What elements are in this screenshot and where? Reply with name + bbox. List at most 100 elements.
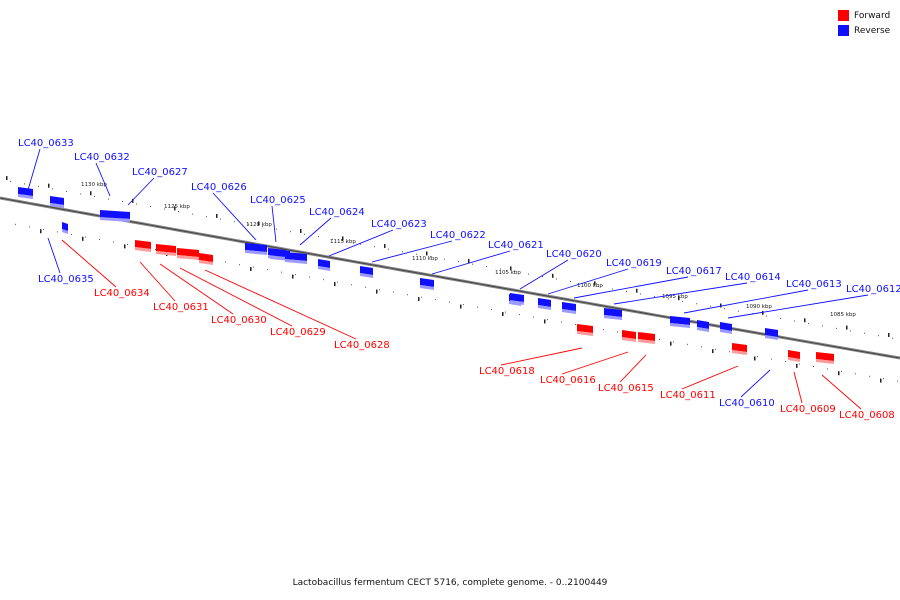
gene-block-lc40_0621-shade bbox=[420, 285, 434, 290]
gene-leader-line bbox=[740, 369, 771, 398]
gene-leader-line bbox=[127, 177, 155, 206]
gene-block-lc40_0634 bbox=[135, 240, 151, 252]
gene-block-lc40_0633-shade bbox=[18, 194, 33, 199]
gene-block-lc40_0609-face bbox=[788, 350, 800, 359]
minor-tick bbox=[528, 273, 529, 275]
minor-tick bbox=[136, 203, 137, 205]
minor-tick bbox=[827, 368, 828, 370]
gene-block-lc40_0611-face bbox=[732, 343, 747, 352]
minor-tick bbox=[486, 266, 487, 268]
minor-tick bbox=[346, 241, 347, 243]
gene-block-lc40_0625-shade bbox=[268, 255, 286, 260]
gene-leader-line bbox=[204, 269, 357, 340]
gene-block-lc40_0633-face bbox=[18, 187, 33, 196]
scale-label: 1095 kbp bbox=[662, 294, 688, 300]
gene-label: LC40_0633 bbox=[18, 138, 74, 149]
gene-block-lc40_0618 bbox=[577, 324, 593, 336]
scale-label: 1130 kbp bbox=[81, 182, 107, 188]
major-tick bbox=[40, 229, 42, 234]
major-tick bbox=[754, 356, 756, 361]
gene-leader-line bbox=[61, 239, 117, 288]
major-tick bbox=[796, 363, 798, 368]
major-tick bbox=[258, 221, 260, 226]
minor-tick bbox=[463, 304, 464, 306]
major-tick bbox=[712, 349, 714, 354]
gene-label: LC40_0611 bbox=[660, 390, 716, 401]
minor-tick bbox=[654, 295, 655, 297]
gene-block-lc40_0624-shade bbox=[285, 259, 307, 264]
scale-label: 1100 kbp bbox=[577, 283, 603, 289]
minor-tick bbox=[66, 190, 67, 192]
minor-tick bbox=[897, 380, 898, 382]
gene-leader-line bbox=[431, 250, 511, 275]
minor-tick bbox=[122, 201, 123, 203]
minor-tick bbox=[724, 308, 725, 310]
gene-leader-line bbox=[27, 148, 41, 191]
major-tick bbox=[426, 251, 428, 256]
major-tick bbox=[216, 213, 218, 218]
minor-tick bbox=[94, 195, 95, 197]
minor-tick bbox=[444, 258, 445, 260]
gene-block-lc40_0627-shade bbox=[100, 217, 130, 222]
gene-block-lc40_0610-face bbox=[765, 328, 778, 337]
gene-block-lc40_0620 bbox=[510, 293, 524, 305]
minor-tick bbox=[379, 289, 380, 291]
scale-label: 1125 kbp bbox=[164, 204, 190, 210]
gene-block-lc40_0613-face bbox=[670, 316, 690, 325]
gene-block-shade bbox=[697, 327, 709, 332]
gene-label: LC40_0635 bbox=[38, 274, 94, 285]
gene-block-lc40_0623-shade bbox=[318, 266, 330, 271]
gene-block-lc40_0627 bbox=[100, 210, 130, 222]
gene-block-lc40_0619-face bbox=[538, 298, 551, 307]
gene-block-lc40_0621-face bbox=[420, 278, 434, 287]
minor-tick bbox=[780, 318, 781, 320]
gene-block-lc40_0622 bbox=[360, 266, 373, 278]
gene-block-lc40_0616 bbox=[622, 330, 636, 342]
gene-block-lc40_0624 bbox=[285, 252, 307, 264]
gene-leader-line bbox=[371, 240, 453, 263]
minor-tick bbox=[710, 305, 711, 307]
gene-block-lc40_0617-shade bbox=[562, 309, 576, 314]
major-tick bbox=[300, 228, 302, 233]
minor-tick bbox=[38, 185, 39, 187]
major-tick bbox=[82, 236, 84, 241]
scale-label: 1105 kbp bbox=[495, 270, 521, 276]
major-tick bbox=[762, 310, 764, 315]
gene-leader-line bbox=[793, 371, 803, 404]
gene-leader-line bbox=[821, 374, 862, 410]
gene-block-lc40_0626 bbox=[245, 243, 267, 255]
minor-tick bbox=[234, 221, 235, 223]
minor-tick bbox=[127, 244, 128, 246]
minor-tick bbox=[57, 231, 58, 233]
major-tick bbox=[48, 183, 50, 188]
gene-label: LC40_0610 bbox=[719, 398, 775, 409]
major-tick bbox=[376, 289, 378, 294]
gene-leader-line bbox=[547, 268, 629, 295]
gene-block-lc40_0614-face bbox=[604, 308, 622, 317]
gene-leader-line bbox=[500, 347, 583, 366]
minor-tick bbox=[598, 285, 599, 287]
minor-tick bbox=[617, 331, 618, 333]
minor-tick bbox=[472, 263, 473, 265]
minor-tick bbox=[318, 236, 319, 238]
minor-tick bbox=[500, 268, 501, 270]
minor-tick bbox=[15, 223, 16, 225]
gene-block-lc40_0614-shade bbox=[604, 315, 622, 320]
gene-label: LC40_0623 bbox=[371, 219, 427, 230]
minor-tick bbox=[290, 231, 291, 233]
minor-tick bbox=[262, 226, 263, 228]
gene-leader-line bbox=[573, 276, 689, 299]
scale-label: 1085 kbp bbox=[830, 312, 856, 318]
gene-block-lc40_0608-shade bbox=[816, 359, 834, 364]
gene-block-lc40_0632 bbox=[50, 196, 64, 208]
minor-tick bbox=[304, 233, 305, 235]
minor-tick bbox=[337, 281, 338, 283]
gene-block-face bbox=[697, 320, 709, 329]
minor-tick bbox=[570, 281, 571, 283]
gene-block-lc40_0627-face bbox=[100, 210, 130, 219]
minor-tick bbox=[351, 284, 352, 286]
major-tick bbox=[846, 325, 848, 330]
minor-tick bbox=[71, 233, 72, 235]
major-tick bbox=[720, 303, 722, 308]
legend-reverse: Reverse bbox=[838, 23, 900, 38]
